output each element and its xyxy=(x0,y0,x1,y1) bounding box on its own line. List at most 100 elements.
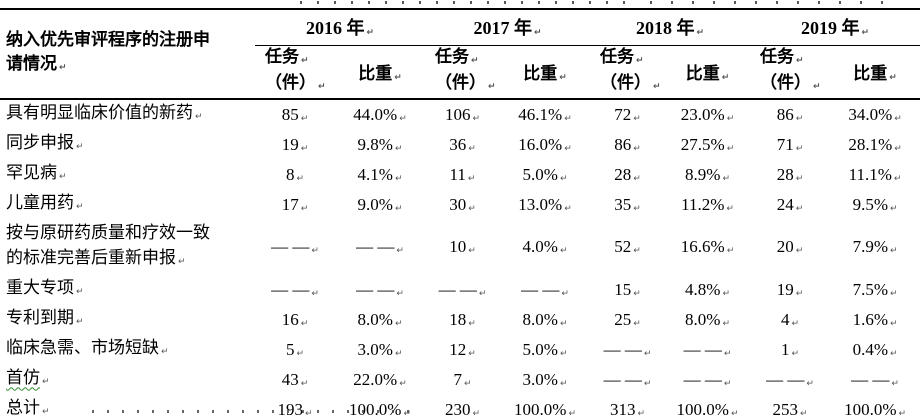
return-mark: ↵ xyxy=(722,318,731,329)
return-mark: ↵ xyxy=(795,113,804,124)
table-row: 重大专项 ↵ — — ↵ — — ↵ — — ↵ — — ↵ 15 ↵ 4.8% ↵ 19 ↵ … xyxy=(0,275,920,305)
table-cell: 28 ↵ xyxy=(776,164,804,184)
return-mark: ↵ xyxy=(898,408,907,416)
return-mark: ↵ xyxy=(468,318,476,329)
return-mark: ↵ xyxy=(534,28,542,39)
return-mark: ↵ xyxy=(726,113,735,124)
table-row: 具有明显临床价值的新药 ↵ 85 ↵ 44.0% ↵ 106 ↵ 46.1% ↵ 72 ↵ … xyxy=(0,99,920,130)
table-cell: 7 ↵ xyxy=(453,369,472,389)
table-cell: 100.0%↵ xyxy=(500,394,591,416)
table-cell: 44.0% ↵ xyxy=(353,104,407,124)
return-mark: ↵ xyxy=(394,203,403,214)
return-mark: ↵ xyxy=(59,62,67,73)
table-cell: 230 ↵ xyxy=(425,394,501,416)
table-cell: 10 ↵ xyxy=(449,237,476,256)
return-mark: ↵ xyxy=(889,203,898,214)
table-corner-header: 纳入优先审评程序的注册申请情况 ↵ xyxy=(0,9,255,100)
table-cell: — — ↵ xyxy=(438,279,487,299)
subheader-task-2017: 任务 ↵ （件） ↵ xyxy=(425,45,501,100)
return-mark: ↵ xyxy=(813,81,821,92)
table-cell: 5.0% ↵ xyxy=(522,339,568,359)
table-cell: 8.0% ↵ xyxy=(685,309,731,329)
table-cell: — — ↵ xyxy=(603,369,652,389)
return-mark: ↵ xyxy=(399,378,407,389)
table-cell: 4.0% ↵ xyxy=(522,237,568,256)
return-mark: ↵ xyxy=(633,318,641,329)
row-label: 首仿 ↵ xyxy=(0,365,255,395)
return-mark: ↵ xyxy=(721,73,730,83)
table-cell: — — ↵ xyxy=(683,369,732,389)
table-cell: 4 ↵ xyxy=(781,309,800,329)
table-cell: 46.1% ↵ xyxy=(518,104,572,124)
return-mark: ↵ xyxy=(889,318,898,329)
return-mark: ↵ xyxy=(633,246,641,256)
return-mark: ↵ xyxy=(861,28,870,39)
return-mark: ↵ xyxy=(800,408,808,416)
table-cell: 36 ↵ xyxy=(449,134,476,154)
table-cell: 72 ↵ xyxy=(614,104,641,124)
return-mark: ↵ xyxy=(653,81,661,92)
table-cell: 5 ↵ xyxy=(285,339,305,359)
return-mark: ↵ xyxy=(300,143,309,154)
table-cell: 17 ↵ xyxy=(281,194,309,214)
return-mark: ↵ xyxy=(76,286,84,297)
table-cell: 16.0% ↵ xyxy=(518,134,572,154)
return-mark: ↵ xyxy=(394,318,403,329)
table-header-years: 纳入优先审评程序的注册申请情况 ↵ 2016 年 ↵ 2017 年 ↵ 2018 年 ↵… xyxy=(0,9,920,100)
return-mark: ↵ xyxy=(76,141,84,152)
return-mark: ↵ xyxy=(396,288,404,299)
return-mark: ↵ xyxy=(795,173,804,184)
return-mark: ↵ xyxy=(311,288,319,299)
return-mark: ↵ xyxy=(559,318,568,329)
return-mark: ↵ xyxy=(300,378,309,389)
return-mark: ↵ xyxy=(796,55,804,66)
return-mark: ↵ xyxy=(795,203,804,214)
return-mark: ↵ xyxy=(468,246,476,256)
return-mark: ↵ xyxy=(795,143,804,154)
table-cell: 22.0% ↵ xyxy=(353,369,407,389)
row-label: 临床急需、市场短缺 ↵ xyxy=(6,337,169,357)
return-mark: ↵ xyxy=(730,408,739,416)
table-row: 专利到期 ↵ 16 ↵ 8.0% ↵ 18 ↵ 8.0% ↵ 25 ↵ 8.0% ↵ 4 ↵ 1… xyxy=(0,305,920,335)
spellcheck-underlined-text: 首仿 xyxy=(6,367,40,387)
return-mark: ↵ xyxy=(643,378,652,389)
return-mark: ↵ xyxy=(795,288,804,299)
return-mark: ↵ xyxy=(366,28,375,39)
return-mark: ↵ xyxy=(633,113,641,124)
subheader-share-2016: 比重 ↵ xyxy=(335,45,426,100)
table-cell: 19 ↵ xyxy=(776,279,804,299)
table-cell: 11.2% ↵ xyxy=(681,194,734,214)
table-cell: 100.0%↵ xyxy=(830,394,920,416)
return-mark: ↵ xyxy=(488,81,496,92)
table-cell: 85 ↵ xyxy=(281,104,309,124)
table-cell: — — ↵ xyxy=(271,279,319,299)
return-mark: ↵ xyxy=(889,288,898,299)
year-header-2019: 2019 年 ↵ xyxy=(750,9,920,46)
table-row: 罕见病 ↵ 8 ↵ 4.1% ↵ 11 ↵ 5.0% ↵ 28 ↵ 8.9% ↵ 28 ↵ 11… xyxy=(0,160,920,190)
table-cell: 13.0% ↵ xyxy=(518,194,572,214)
return-mark: ↵ xyxy=(559,73,567,83)
return-mark: ↵ xyxy=(468,143,476,154)
row-label: 按与原研药质量和疗效一致的标准完善后重新申报 ↵ xyxy=(6,222,210,267)
table-cell: 24 ↵ xyxy=(776,194,804,214)
return-mark: ↵ xyxy=(893,173,902,184)
return-mark: ↵ xyxy=(891,378,899,389)
return-mark: ↵ xyxy=(396,246,404,256)
return-mark: ↵ xyxy=(399,113,407,124)
return-mark: ↵ xyxy=(296,173,305,184)
return-mark: ↵ xyxy=(726,246,735,256)
return-mark: ↵ xyxy=(559,246,568,256)
return-mark: ↵ xyxy=(468,203,476,214)
clipped-text-fragments-top xyxy=(650,1,900,4)
return-mark: ↵ xyxy=(311,246,319,256)
return-mark: ↵ xyxy=(42,406,50,416)
return-mark: ↵ xyxy=(161,346,169,357)
return-mark: ↵ xyxy=(636,55,644,66)
return-mark: ↵ xyxy=(726,203,734,214)
row-label: 具有明显临床价值的新药 ↵ xyxy=(6,102,203,122)
table-cell: 8.0% ↵ xyxy=(522,309,568,329)
return-mark: ↵ xyxy=(42,376,50,387)
table-cell: 3.0% ↵ xyxy=(522,369,568,389)
table-cell: 253 ↵ xyxy=(750,394,831,416)
